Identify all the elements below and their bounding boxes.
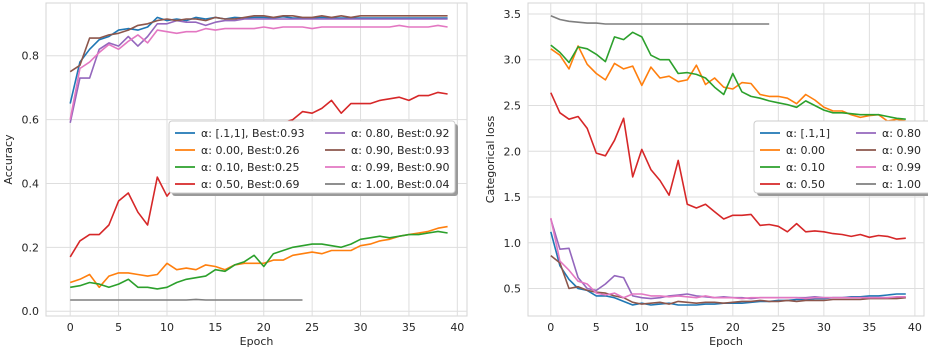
legend-entry: α: 0.50 bbox=[786, 178, 825, 191]
legend-entry: α: 0.80, Best:0.92 bbox=[351, 127, 450, 140]
y-axis-label: Categorical loss bbox=[484, 116, 497, 204]
x-tick-label: 20 bbox=[257, 321, 271, 334]
legend-entry: α: 1.00, Best:0.04 bbox=[351, 178, 450, 191]
y-tick-label: 2.5 bbox=[504, 100, 522, 113]
x-tick-label: 25 bbox=[771, 321, 785, 334]
x-tick-label: 20 bbox=[726, 321, 740, 334]
legend-entry: α: 0.80 bbox=[882, 127, 921, 140]
x-tick-label: 5 bbox=[593, 321, 600, 334]
x-tick-label: 5 bbox=[115, 321, 122, 334]
y-tick-label: 0.2 bbox=[22, 241, 40, 254]
legend-entry: α: 0.90, Best:0.93 bbox=[351, 144, 450, 157]
legend-entry: α: 0.90 bbox=[882, 144, 921, 157]
y-tick-label: 3.0 bbox=[504, 54, 522, 67]
x-tick-label: 30 bbox=[817, 321, 831, 334]
legend-entry: α: 0.10 bbox=[786, 161, 825, 174]
legend-entry: α: [.1,1] bbox=[786, 127, 830, 140]
x-axis-label: Epoch bbox=[240, 335, 274, 348]
x-tick-label: 10 bbox=[635, 321, 649, 334]
y-axis-label: Accuracy bbox=[2, 134, 15, 185]
y-tick-label: 3.5 bbox=[504, 8, 522, 21]
chart-panel-1: 0 5 10 15 20 25 30 35 40 0.0 0.2 0.4 0.6 0.8 Epoch Accu… bbox=[2, 2, 468, 348]
series-line-7 bbox=[550, 217, 906, 300]
legend-entry: α: 0.00 bbox=[786, 144, 825, 157]
series-line-6 bbox=[69, 15, 448, 73]
legend-entry: α: 0.99, Best:0.90 bbox=[351, 161, 450, 174]
y-tick-label: 2.0 bbox=[504, 145, 522, 158]
x-tick-label: 0 bbox=[547, 321, 554, 334]
legend-box bbox=[168, 120, 456, 194]
x-tick-label: 15 bbox=[208, 321, 222, 334]
legend-entry: α: 0.50, Best:0.69 bbox=[201, 178, 300, 191]
x-tick-label: 15 bbox=[680, 321, 694, 334]
series-line-4 bbox=[550, 92, 906, 240]
series-line-7 bbox=[69, 24, 448, 120]
y-tick-label: 0.4 bbox=[22, 177, 40, 190]
legend: α: [.1,1] α: 0.00 α: 0.10 α: 0.50 α: 0.80 α: … bbox=[753, 120, 928, 196]
legend-entry: α: 0.99 bbox=[882, 161, 921, 174]
y-tick-label: 1.0 bbox=[504, 237, 522, 250]
y-tick-label: 0.5 bbox=[504, 283, 522, 296]
chart-panel-2: 0 5 10 15 20 25 30 35 40 0.5 1.0 1.5 2.0 2.5 3.0 3.5 Epo… bbox=[484, 2, 928, 348]
x-tick-label: 10 bbox=[160, 321, 174, 334]
x-axis-label: Epoch bbox=[709, 335, 743, 348]
series-line-8 bbox=[70, 298, 303, 301]
y-tick-label: 0.8 bbox=[22, 50, 40, 63]
x-tick-label: 30 bbox=[354, 321, 368, 334]
x-tick-label: 40 bbox=[450, 321, 464, 334]
legend-entry: α: 0.10, Best:0.25 bbox=[201, 161, 300, 174]
legend: α: [.1,1], Best:0.93 α: 0.00, Best:0.26 α:… bbox=[168, 120, 458, 196]
x-tick-label: 35 bbox=[862, 321, 876, 334]
legend-entry: α: [.1,1], Best:0.93 bbox=[201, 127, 305, 140]
series-line-3 bbox=[550, 31, 906, 120]
series-group bbox=[550, 15, 906, 306]
legend-box bbox=[753, 120, 928, 194]
series-line-2 bbox=[69, 225, 448, 289]
series-line-5 bbox=[69, 18, 448, 123]
y-tick-label: 0.6 bbox=[22, 114, 40, 127]
y-tick-label: 1.5 bbox=[504, 191, 522, 204]
x-tick-label: 35 bbox=[402, 321, 416, 334]
x-tick-label: 40 bbox=[908, 321, 922, 334]
series-line-3 bbox=[70, 230, 448, 290]
series-line-1 bbox=[69, 15, 448, 104]
series-line-8 bbox=[550, 15, 770, 25]
legend-entry: α: 0.00, Best:0.26 bbox=[201, 144, 300, 157]
x-tick-label: 25 bbox=[305, 321, 319, 334]
x-tick-label: 0 bbox=[67, 321, 74, 334]
y-tick-label: 0.0 bbox=[22, 305, 40, 318]
legend-entry: α: 1.00 bbox=[882, 178, 921, 191]
